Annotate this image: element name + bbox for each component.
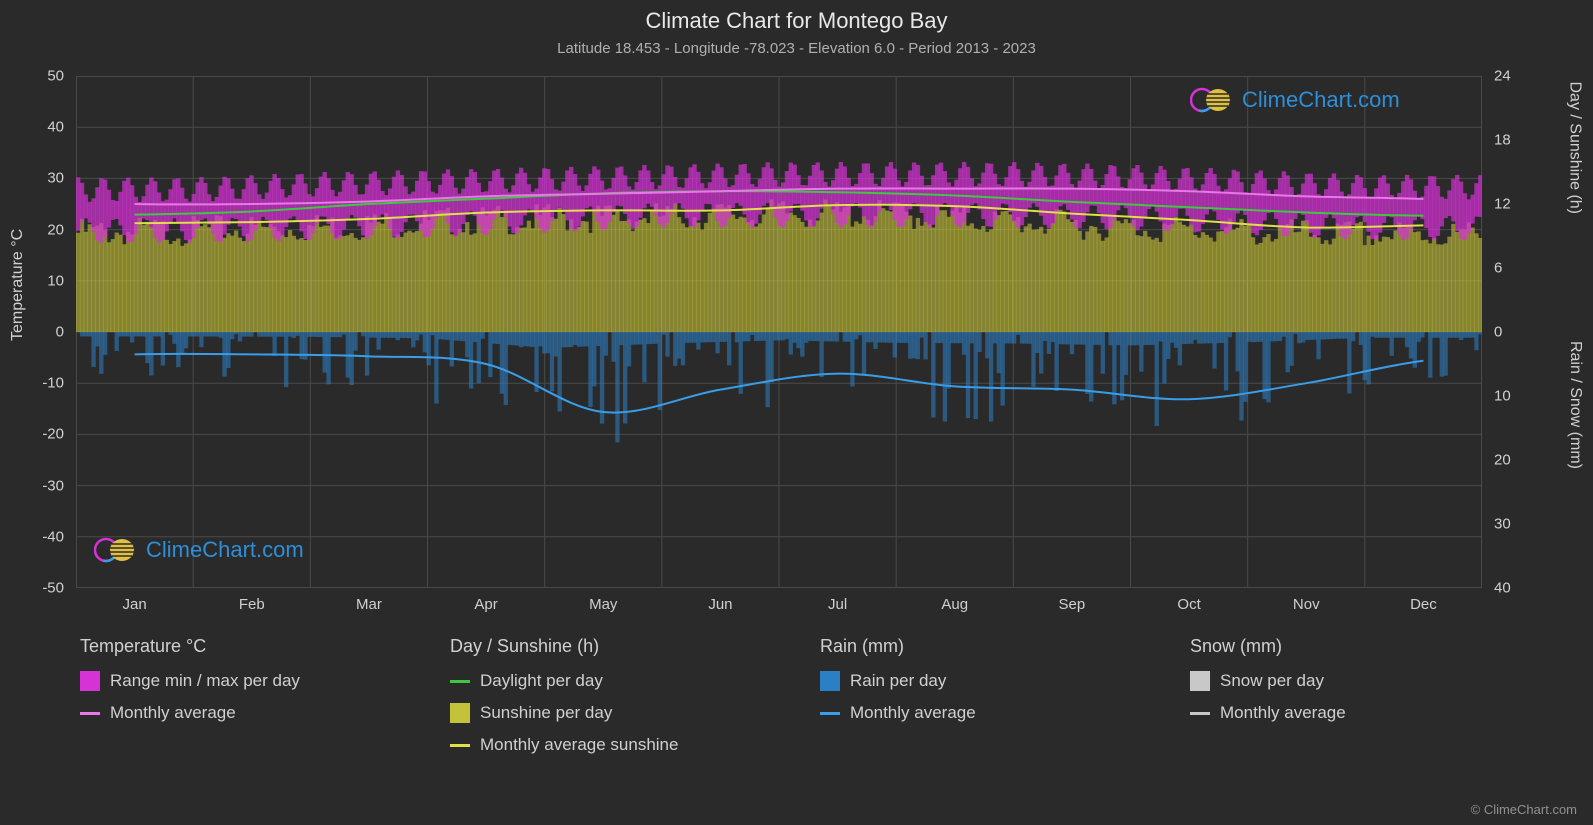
- chart-subtitle: Latitude 18.453 - Longitude -78.023 - El…: [0, 34, 1593, 57]
- watermark-logo-icon: [94, 536, 138, 564]
- y-axis-right: 2418126010203040: [1482, 76, 1593, 588]
- tick-x: Dec: [1410, 596, 1437, 613]
- legend-item: Monthly average: [820, 703, 1150, 723]
- legend-item: Rain per day: [820, 671, 1150, 691]
- copyright-text: © ClimeChart.com: [1471, 802, 1577, 817]
- tick-right: 30: [1494, 516, 1511, 533]
- tick-x: Oct: [1177, 596, 1200, 613]
- legend-line-icon: [450, 680, 470, 683]
- tick-left: 20: [47, 221, 64, 238]
- tick-left: -50: [42, 580, 64, 597]
- watermark-text: ClimeChart.com: [1242, 87, 1400, 113]
- tick-x: Jan: [122, 596, 146, 613]
- legend-swatch-icon: [80, 671, 100, 691]
- plot-svg: [76, 76, 1482, 588]
- tick-x: Apr: [474, 596, 497, 613]
- legend-group-title: Temperature °C: [80, 636, 410, 657]
- legend-line-icon: [450, 744, 470, 747]
- tick-left: 40: [47, 119, 64, 136]
- watermark-text: ClimeChart.com: [146, 537, 304, 563]
- tick-right: 6: [1494, 260, 1502, 277]
- legend-item-label: Rain per day: [850, 671, 946, 691]
- legend-item: Range min / max per day: [80, 671, 410, 691]
- tick-right: 18: [1494, 132, 1511, 149]
- legend-swatch-icon: [450, 703, 470, 723]
- legend-group-title: Day / Sunshine (h): [450, 636, 780, 657]
- legend-item-label: Range min / max per day: [110, 671, 300, 691]
- legend-item: Snow per day: [1190, 671, 1520, 691]
- legend-item-label: Snow per day: [1220, 671, 1324, 691]
- legend-group: Temperature °C Range min / max per day Mon…: [80, 636, 410, 767]
- tick-right: 0: [1494, 324, 1502, 341]
- watermark: ClimeChart.com: [1190, 86, 1400, 114]
- legend-group: Rain (mm) Rain per day Monthly average: [820, 636, 1150, 767]
- tick-x: Aug: [941, 596, 968, 613]
- tick-x: Nov: [1293, 596, 1320, 613]
- tick-x: Jun: [708, 596, 732, 613]
- legend-item-label: Monthly average: [850, 703, 976, 723]
- watermark-logo-icon: [1190, 86, 1234, 114]
- legend-group-title: Snow (mm): [1190, 636, 1520, 657]
- tick-x: May: [589, 596, 617, 613]
- tick-left: 0: [56, 324, 64, 341]
- tick-left: 50: [47, 68, 64, 85]
- legend-line-icon: [80, 712, 100, 715]
- legend-item-label: Monthly average: [1220, 703, 1346, 723]
- legend-line-icon: [1190, 712, 1210, 715]
- tick-x: Feb: [239, 596, 265, 613]
- legend-swatch-icon: [820, 671, 840, 691]
- tick-x: Sep: [1059, 596, 1086, 613]
- legend-group: Snow (mm) Snow per day Monthly average: [1190, 636, 1520, 767]
- tick-left: 10: [47, 272, 64, 289]
- tick-left: -30: [42, 477, 64, 494]
- tick-x: Jul: [828, 596, 847, 613]
- tick-left: -20: [42, 426, 64, 443]
- legend-item: Monthly average: [1190, 703, 1520, 723]
- y-axis-left: 50403020100-10-20-30-40-50: [0, 76, 76, 588]
- legend-item-label: Monthly average sunshine: [480, 735, 678, 755]
- legend-item-label: Monthly average: [110, 703, 236, 723]
- legend-item: Daylight per day: [450, 671, 780, 691]
- legend-item: Monthly average: [80, 703, 410, 723]
- legend: Temperature °C Range min / max per day Mon…: [80, 636, 1520, 767]
- legend-item: Monthly average sunshine: [450, 735, 780, 755]
- legend-item-label: Sunshine per day: [480, 703, 612, 723]
- tick-left: -10: [42, 375, 64, 392]
- tick-right: 40: [1494, 580, 1511, 597]
- tick-left: 30: [47, 170, 64, 187]
- tick-right: 10: [1494, 388, 1511, 405]
- legend-line-icon: [820, 712, 840, 715]
- legend-swatch-icon: [1190, 671, 1210, 691]
- tick-x: Mar: [356, 596, 382, 613]
- chart-title: Climate Chart for Montego Bay: [0, 0, 1593, 34]
- legend-item: Sunshine per day: [450, 703, 780, 723]
- legend-group: Day / Sunshine (h) Daylight per day Sunshi…: [450, 636, 780, 767]
- plot-area: [76, 76, 1482, 588]
- tick-right: 12: [1494, 196, 1511, 213]
- climate-chart-container: Climate Chart for Montego Bay Latitude 1…: [0, 0, 1593, 825]
- x-axis: Jan Feb Mar Apr May Jun Jul Aug Sep Oct Nov Dec: [76, 588, 1482, 618]
- tick-right: 24: [1494, 68, 1511, 85]
- watermark: ClimeChart.com: [94, 536, 304, 564]
- tick-right: 20: [1494, 452, 1511, 469]
- tick-left: -40: [42, 528, 64, 545]
- legend-item-label: Daylight per day: [480, 671, 603, 691]
- legend-group-title: Rain (mm): [820, 636, 1150, 657]
